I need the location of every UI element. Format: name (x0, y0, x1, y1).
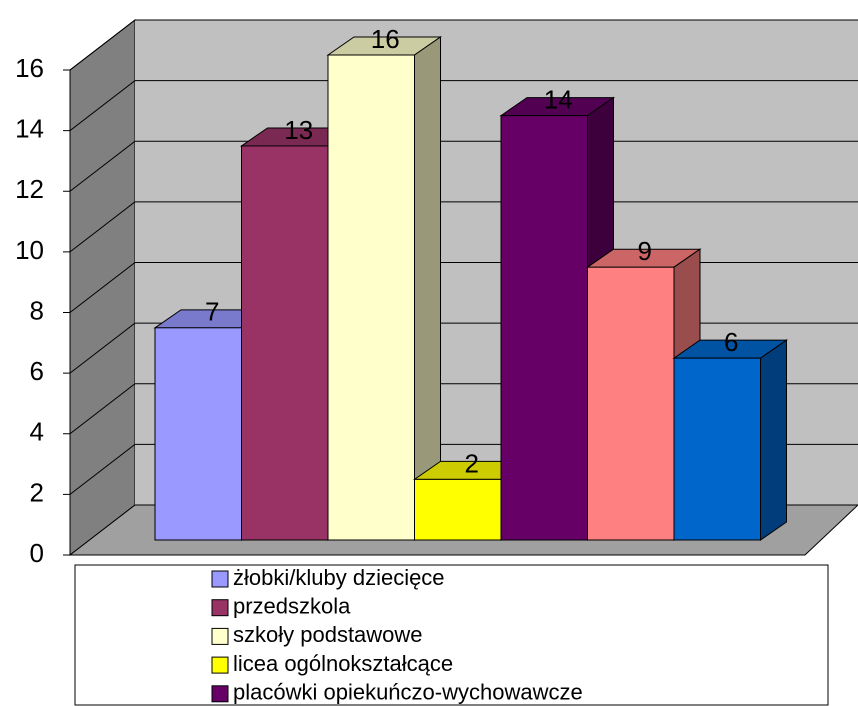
legend-swatch (211, 599, 229, 617)
y-tick-label: 10 (15, 235, 44, 265)
legend-label: licea ogólnokształcące (233, 651, 453, 676)
y-tick-label: 16 (15, 53, 44, 83)
data-label: 7 (205, 297, 219, 327)
y-tick-label: 8 (30, 295, 44, 325)
bar-side (760, 339, 787, 541)
legend-swatch (211, 627, 229, 645)
data-label: 2 (465, 448, 479, 478)
grid-line (69, 19, 858, 71)
bar (587, 266, 675, 541)
grid-line (69, 80, 858, 132)
bar (673, 357, 761, 541)
y-tick-label: 2 (30, 477, 44, 507)
y-tick-label: 0 (30, 538, 44, 568)
legend-swatch (211, 570, 229, 588)
data-label: 13 (284, 115, 313, 145)
data-label: 9 (638, 236, 652, 266)
bar (154, 327, 242, 541)
bar (327, 54, 415, 541)
bar (414, 478, 502, 541)
legend-box (74, 564, 829, 706)
y-tick-label: 4 (30, 417, 44, 447)
bar (241, 145, 329, 541)
grid-line (69, 140, 858, 192)
bar (500, 115, 588, 541)
y-tick-label: 6 (30, 356, 44, 386)
data-label: 16 (371, 24, 400, 54)
legend-label: szkoły podstawowe (233, 622, 423, 647)
y-tick-label: 12 (15, 174, 44, 204)
y-tick-label: 14 (15, 114, 44, 144)
grid-line (69, 201, 858, 253)
data-label: 14 (544, 85, 573, 115)
legend-swatch (211, 656, 229, 674)
legend-label: placówki opiekuńczo-wychowawcze (233, 680, 583, 705)
legend-swatch (211, 685, 229, 703)
legend-label: przedszkola (233, 594, 351, 619)
legend-label: żłobki/kluby dziecięce (233, 565, 445, 590)
data-label: 6 (724, 327, 738, 357)
